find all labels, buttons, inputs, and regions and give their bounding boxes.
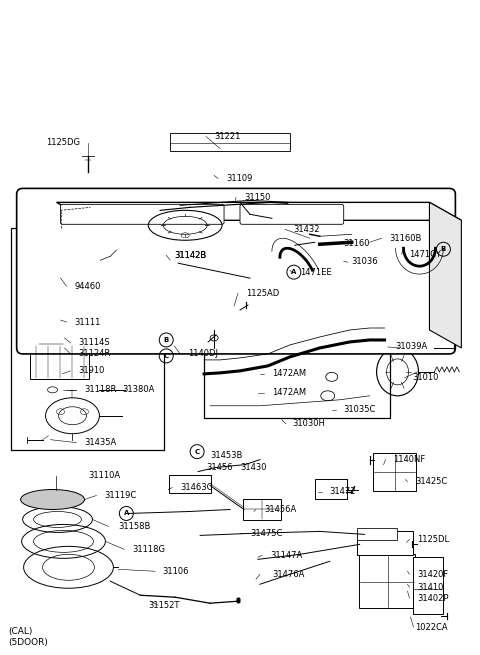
Text: 31114S: 31114S	[78, 339, 110, 347]
Bar	[11, 229, 164, 449]
Text: 31152T: 31152T	[148, 601, 180, 610]
Text: 31476A: 31476A	[272, 570, 304, 579]
Polygon shape	[430, 202, 461, 348]
Text: 31160: 31160	[344, 238, 370, 248]
Text: 1022CA: 1022CA	[416, 623, 448, 631]
Ellipse shape	[21, 489, 84, 510]
Text: 31039A: 31039A	[396, 343, 428, 352]
Text: 31142B: 31142B	[174, 251, 206, 260]
Text: 31420F: 31420F	[418, 570, 449, 579]
Text: 1140NF: 1140NF	[394, 455, 426, 464]
Text: 31463C: 31463C	[180, 483, 213, 492]
Text: 31432: 31432	[293, 225, 319, 234]
Text: 1472AM: 1472AM	[272, 369, 306, 379]
Text: 31435A: 31435A	[84, 438, 117, 447]
Text: 31119C: 31119C	[104, 491, 137, 500]
FancyBboxPatch shape	[240, 204, 344, 224]
Text: 1140DJ: 1140DJ	[188, 349, 218, 358]
Text: 31410: 31410	[418, 583, 444, 591]
Text: 31124R: 31124R	[78, 349, 111, 358]
Text: 31456A: 31456A	[264, 505, 296, 514]
Text: 1125DL: 1125DL	[418, 535, 450, 544]
FancyBboxPatch shape	[357, 529, 396, 540]
FancyBboxPatch shape	[17, 189, 456, 354]
Text: 31118G: 31118G	[132, 545, 165, 554]
Text: C: C	[164, 353, 169, 359]
Text: 31475C: 31475C	[250, 529, 282, 538]
Bar	[353, 238, 383, 246]
Text: 31425C: 31425C	[416, 477, 448, 486]
FancyBboxPatch shape	[372, 453, 417, 491]
Text: A: A	[124, 510, 129, 516]
Text: 31030H: 31030H	[292, 419, 325, 428]
Bar	[170, 132, 290, 151]
Text: 94460: 94460	[74, 282, 101, 291]
FancyBboxPatch shape	[357, 531, 413, 555]
Ellipse shape	[210, 335, 218, 341]
Text: 31160B: 31160B	[390, 234, 422, 243]
FancyBboxPatch shape	[72, 246, 101, 268]
Text: 1471EE: 1471EE	[300, 268, 332, 276]
Polygon shape	[57, 202, 461, 220]
FancyBboxPatch shape	[169, 475, 211, 493]
FancyBboxPatch shape	[60, 204, 224, 224]
Text: 31147A: 31147A	[270, 551, 302, 560]
Text: 31110A: 31110A	[88, 471, 120, 480]
Text: 31106: 31106	[162, 567, 189, 576]
Text: 31380A: 31380A	[122, 385, 155, 394]
FancyBboxPatch shape	[413, 557, 444, 614]
Text: 31118R: 31118R	[84, 385, 117, 394]
Bar	[204, 308, 390, 418]
FancyBboxPatch shape	[30, 345, 89, 379]
Text: (CAL)
(5DOOR): (CAL) (5DOOR)	[9, 627, 48, 646]
Text: 31910: 31910	[78, 366, 105, 375]
Text: 1125AD: 1125AD	[246, 289, 279, 297]
Text: 1472AM: 1472AM	[272, 388, 306, 398]
Text: C: C	[194, 449, 200, 455]
FancyBboxPatch shape	[28, 229, 70, 279]
Text: 31036: 31036	[352, 257, 378, 266]
Text: A: A	[291, 269, 297, 275]
Text: 31456: 31456	[206, 463, 233, 472]
Text: 31158B: 31158B	[119, 522, 151, 531]
Text: 31402P: 31402P	[418, 593, 449, 603]
Text: 1125DG: 1125DG	[47, 138, 81, 147]
Text: 31035C: 31035C	[344, 405, 376, 414]
Text: 31150: 31150	[244, 193, 270, 202]
FancyBboxPatch shape	[28, 295, 68, 327]
Text: 31111: 31111	[74, 318, 101, 326]
Text: 31453B: 31453B	[210, 451, 242, 460]
FancyBboxPatch shape	[243, 498, 281, 521]
Text: 31472: 31472	[330, 487, 356, 496]
Text: 31010: 31010	[412, 373, 439, 383]
Text: 31221: 31221	[214, 132, 240, 141]
FancyBboxPatch shape	[315, 479, 347, 498]
Text: B: B	[441, 246, 446, 252]
Text: 31430: 31430	[240, 463, 266, 472]
Text: 31142B: 31142B	[174, 251, 206, 260]
FancyBboxPatch shape	[359, 554, 416, 608]
Text: B: B	[164, 337, 169, 343]
Text: 1471CY: 1471CY	[409, 250, 442, 259]
Text: 31109: 31109	[226, 174, 252, 183]
